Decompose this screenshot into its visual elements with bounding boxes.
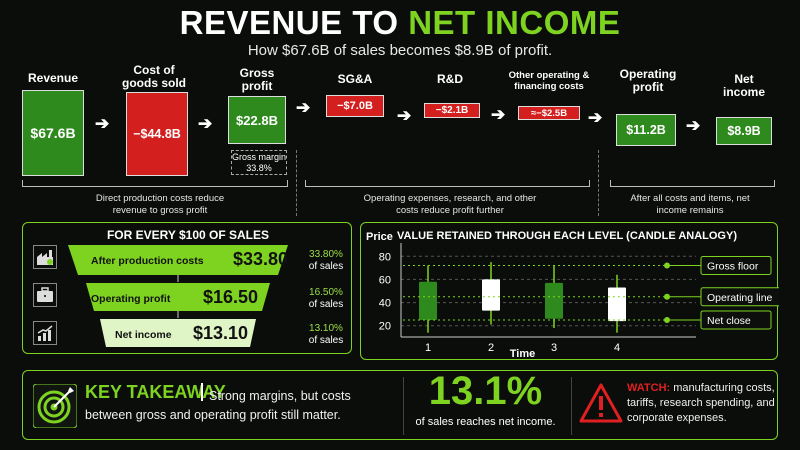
other-costs-label: Other operating & financing costs: [508, 70, 590, 92]
funnel-row-value: $33.80: [233, 249, 289, 269]
candle-body: [545, 282, 563, 319]
funnel-row-value: $13.10: [193, 323, 249, 343]
gross-margin-badge: Gross margin 33.8%: [231, 150, 287, 175]
divider: [403, 377, 404, 435]
per-100-panel: FOR EVERY $100 OF SALES After production…: [22, 222, 352, 354]
title-green: NET INCOME: [408, 4, 621, 41]
sga-box: −$7.0B: [326, 95, 384, 117]
takeaway-text: Strong margins, but costs between gross …: [85, 389, 351, 422]
big-caption: of sales reaches net income.: [415, 416, 556, 428]
gross-profit-box: $22.8B: [228, 96, 286, 144]
note-gross: Direct production costs reduce revenue t…: [95, 193, 225, 216]
funnel-pct: 16.50% of sales: [301, 287, 351, 311]
candle-chart: VALUE RETAINED THROUGH EACH LEVEL (CANDL…: [366, 230, 779, 360]
warning-icon: [579, 383, 623, 423]
net-income-label: Net income: [722, 72, 765, 99]
note-net: After all costs and items, net income re…: [630, 193, 750, 216]
reference-callout-label: Gross floor: [707, 261, 759, 273]
reference-callout-label: Net close: [707, 315, 751, 327]
y-tick-label: 80: [379, 251, 391, 263]
rd-label: R&D: [437, 72, 463, 86]
cogs-label: Cost of goods sold: [122, 63, 186, 90]
arrow-right-icon: ➔: [95, 114, 110, 133]
operating-profit-box: $11.2B: [616, 114, 676, 146]
pct-value: 13.10%: [309, 323, 343, 334]
reference-callout-label: Operating line: [707, 292, 773, 304]
reference-callout: [700, 287, 779, 307]
watch-label: WATCH:: [627, 382, 671, 394]
arrow-right-icon: ➔: [296, 98, 311, 117]
x-axis-label: Time: [510, 348, 535, 360]
candle-body: [419, 281, 437, 320]
factory-icon: [33, 245, 57, 269]
chart-title: VALUE RETAINED THROUGH EACH LEVEL (CANDL…: [397, 230, 737, 242]
other-costs-box: ≈−$2.5B: [518, 106, 580, 120]
pct-suffix: of sales: [308, 299, 344, 310]
rd-box: −$2.1B: [424, 103, 480, 118]
y-axis-label: Price: [366, 231, 393, 243]
y-tick-label: 40: [379, 298, 391, 310]
y-tick-label: 60: [379, 274, 391, 286]
watch-text: manufacturing costs, tariffs, research s…: [627, 382, 775, 424]
y-tick-label: 20: [379, 321, 391, 333]
gross-margin-value: 33.8%: [246, 163, 272, 173]
pct-value: 16.50%: [309, 287, 343, 298]
gross-margin-label: Gross margin: [232, 152, 287, 162]
watch-note: WATCH: manufacturing costs, tariffs, res…: [627, 381, 775, 426]
divider-dashed: [598, 150, 599, 216]
bracket-gross: [22, 180, 288, 187]
funnel-row-value: $16.50: [203, 287, 259, 307]
candle-chart-panel: VALUE RETAINED THROUGH EACH LEVEL (CANDL…: [360, 222, 779, 360]
target-icon: [33, 384, 77, 428]
page-subtitle: How $67.6B of sales becomes $8.9B of pro…: [247, 42, 553, 59]
x-tick-label: 1: [425, 342, 431, 354]
candle-body: [482, 279, 500, 311]
divider: [571, 377, 572, 435]
big-percentage: 13.1%: [428, 369, 543, 413]
reference-callout: [700, 256, 772, 276]
pct-value: 33.80%: [309, 249, 343, 260]
title-white: REVENUE TO: [179, 4, 399, 41]
per-100-title: FOR EVERY $100 OF SALES: [106, 228, 270, 242]
funnel-row-label: Net income: [115, 329, 172, 341]
funnel-pct: 33.80% of sales: [301, 249, 351, 273]
revenue-label: Revenue: [27, 71, 79, 85]
gross-profit-label: Gross profit: [239, 66, 275, 93]
arrow-right-icon: ➔: [198, 114, 213, 133]
divider-dashed: [296, 150, 297, 216]
page-title: REVENUE TO NET INCOME: [0, 4, 800, 42]
arrow-right-icon: ➔: [491, 105, 506, 124]
x-tick-label: 4: [614, 342, 620, 354]
bracket-operating: [305, 180, 590, 187]
net-income-box: $8.9B: [716, 117, 772, 145]
arrow-right-icon: ➔: [588, 108, 603, 127]
candle-body: [608, 287, 626, 322]
note-operating: Operating expenses, research, and other …: [363, 193, 537, 216]
growth-chart-icon: [33, 321, 57, 345]
cogs-box: −$44.8B: [126, 92, 188, 176]
funnel-row-label: After production costs: [91, 255, 204, 267]
divider: [201, 383, 203, 401]
takeaway-title: KEY TAKEAWAY: [85, 382, 226, 402]
pct-suffix: of sales: [308, 335, 344, 346]
arrow-right-icon: ➔: [686, 116, 701, 135]
x-tick-label: 3: [551, 342, 557, 354]
briefcase-icon: [33, 283, 57, 307]
operating-profit-label: Operating profit: [619, 67, 677, 94]
arrow-right-icon: ➔: [397, 106, 412, 125]
funnel-graphic: [68, 245, 288, 347]
takeaway-panel: KEY TAKEAWAY Strong margins, but costs b…: [22, 369, 778, 440]
x-tick-label: 2: [488, 342, 494, 354]
bracket-net: [610, 180, 775, 187]
revenue-box: $67.6B: [22, 90, 84, 176]
reference-callout: [700, 310, 772, 330]
funnel-pct: 13.10% of sales: [301, 323, 351, 347]
pct-suffix: of sales: [308, 261, 344, 272]
sga-label: SG&A: [337, 72, 373, 86]
funnel-row-label: Operating profit: [91, 293, 171, 305]
